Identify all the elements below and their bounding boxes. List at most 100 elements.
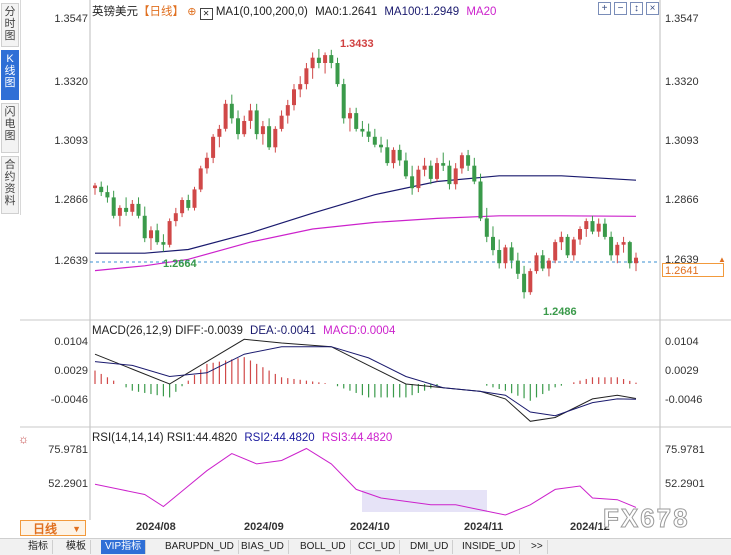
candle-body [142, 215, 147, 239]
candle-body [198, 168, 203, 190]
price-tick-left-1: 1.3547 [54, 13, 88, 25]
close-panel-icon[interactable]: × [646, 2, 659, 15]
current-price-badge: 1.2641 [662, 263, 724, 277]
tab-vip-indicators[interactable]: VIP指标 [101, 540, 147, 554]
candle-body [522, 273, 527, 293]
candle-body [515, 260, 520, 274]
indicator-box-icon[interactable]: ✕ [199, 8, 213, 20]
candle-body [93, 185, 97, 189]
zoom-in-icon[interactable]: + [598, 2, 611, 15]
candle-body [310, 57, 315, 69]
candle-body [596, 223, 601, 232]
fit-arrows-icon[interactable]: ↕ [630, 2, 643, 15]
candle-body [584, 221, 589, 229]
candle-body [155, 230, 160, 243]
candle-body [609, 236, 614, 256]
macd-params: MACD(26,12,9) [92, 325, 172, 337]
settings-icon[interactable]: ⊕ [187, 6, 197, 18]
candle-body [211, 136, 216, 158]
tab-templates[interactable]: 模板 [62, 540, 91, 554]
candle-body [323, 55, 328, 63]
tab-timeshare[interactable]: 分时图 [1, 3, 19, 47]
candle-body [136, 203, 141, 216]
candle-body [590, 221, 595, 232]
candle-body [304, 68, 309, 85]
candle-body [329, 55, 334, 63]
tab-barupdn[interactable]: BARUPDN_UD [161, 540, 239, 554]
macd-dea-line [94, 346, 637, 417]
price-tick-left-5: 1.2639 [54, 255, 88, 267]
candle-body [540, 255, 545, 269]
candle-body [105, 192, 110, 198]
period-button[interactable]: 日线 ▼ [20, 520, 86, 536]
chevron-down-icon: ▼ [72, 524, 81, 534]
price-tick-right-3: 1.3093 [665, 135, 699, 147]
tab-indicators[interactable]: 指标 [24, 540, 53, 554]
ma-params: MA1(0,100,200,0) [215, 6, 308, 18]
candle-body [447, 165, 452, 185]
tab-boll[interactable]: BOLL_UD [296, 540, 351, 554]
price-tick-right-4: 1.2866 [665, 194, 699, 206]
rsi-line [94, 447, 637, 516]
ma20-line [94, 215, 637, 272]
candle-body [99, 186, 104, 193]
tab-flash[interactable]: 闪电图 [1, 103, 19, 153]
ma100-line [95, 175, 637, 254]
candle-body [459, 155, 464, 169]
candle-body [348, 113, 352, 119]
rsi1-value: RSI1:44.4820 [166, 432, 238, 444]
candle-body [453, 168, 458, 185]
macd-tick-right-2: 0.0029 [665, 365, 699, 377]
tab-bias[interactable]: BIAS_UD [237, 540, 289, 554]
candle-body [335, 63, 340, 85]
candle-body [615, 244, 620, 256]
x-date-2: 2024/09 [244, 521, 284, 533]
side-tabs: 分时图 K线图 闪电图 合约资料 [0, 0, 21, 215]
candle-body [484, 218, 489, 237]
candle-body [285, 105, 290, 116]
candle-body [161, 242, 166, 245]
candle-body [229, 103, 234, 119]
candle-body [248, 110, 253, 121]
macd-tick-left-2: 0.0029 [54, 365, 88, 377]
candle-body [497, 250, 502, 264]
candle-body [279, 115, 284, 129]
price-tick-left-3: 1.3093 [54, 135, 88, 147]
candle-body [571, 239, 576, 256]
rsi-settings-icon[interactable]: ☼ [18, 432, 29, 446]
candle-body [260, 126, 265, 135]
candle-body [391, 149, 396, 164]
tab-kline[interactable]: K线图 [1, 50, 19, 100]
zoom-out-icon[interactable]: − [614, 2, 627, 15]
macd-tick-left-3: -0.0046 [50, 394, 88, 406]
macd-diff-line [94, 338, 637, 422]
candle-body [379, 144, 383, 148]
tab-cci[interactable]: CCI_UD [354, 540, 401, 554]
candle-body [130, 203, 135, 212]
candle-body [534, 255, 539, 272]
tab-contract-info[interactable]: 合约资料 [1, 156, 19, 214]
candle-body [491, 236, 495, 251]
high-annotation: 1.3433 [340, 38, 374, 50]
period-label[interactable]: 【日线】 [138, 6, 184, 18]
candle-body [627, 242, 632, 264]
rsi-params: RSI(14,14,14) [92, 432, 164, 444]
candle-body [528, 271, 533, 293]
tab-inside[interactable]: INSIDE_UD [458, 540, 521, 554]
macd-tick-right-1: 0.0104 [665, 336, 699, 348]
candle-body [292, 89, 296, 106]
candle-body [602, 223, 607, 237]
low-annotation-right: 1.2486 [543, 306, 577, 318]
macd-value: MACD:0.0004 [323, 325, 396, 337]
candle-body [546, 260, 551, 269]
x-date-4: 2024/11 [464, 521, 504, 533]
candle-body [267, 126, 272, 148]
low-annotation-left: 1.2664 [163, 258, 197, 270]
candle-body [341, 84, 346, 119]
price-tick-right-2: 1.3320 [665, 76, 699, 88]
main-header: 英镑美元【日线】 ⊕ ✕ MA1(0,100,200,0) MA0:1.2641… [92, 3, 496, 20]
tab-dmi[interactable]: DMI_UD [406, 540, 454, 554]
symbol-label: 英镑美元 [92, 6, 138, 18]
tab-more[interactable]: >> [527, 540, 548, 554]
